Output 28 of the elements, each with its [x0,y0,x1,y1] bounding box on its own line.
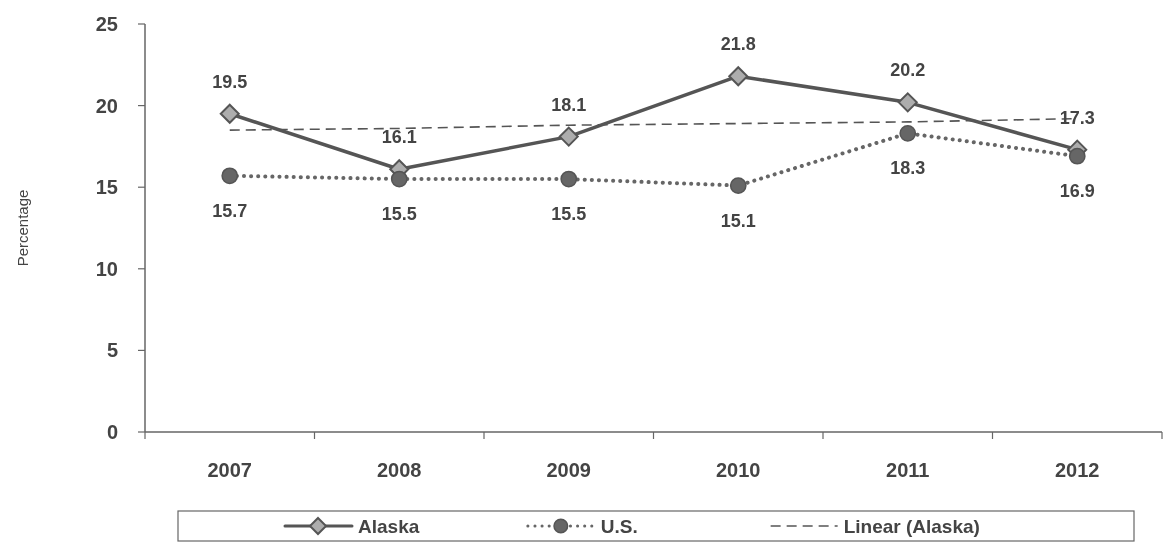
data-label: 16.1 [381,127,417,148]
data-label: 15.1 [720,210,756,231]
x-tick-label: 2010 [716,459,761,481]
x-tick-label: 2007 [207,459,252,481]
x-tick-label: 2008 [377,459,422,481]
legend-label: Alaska [358,515,420,537]
y-tick-label: 20 [95,94,118,117]
data-label: 15.7 [212,200,248,221]
data-label: 17.3 [1059,107,1095,128]
data-label: 21.8 [720,34,756,55]
y-tick-label: 5 [106,339,118,362]
data-label: 15.5 [381,204,417,225]
data-label: 18.3 [890,158,926,179]
y-axis-title: Percentage [14,189,31,267]
y-tick-label: 25 [95,13,118,35]
x-tick-label: 2009 [546,459,591,481]
legend-label: U.S. [600,515,638,537]
x-tick-label: 2011 [886,459,930,481]
y-tick-label: 15 [95,176,118,199]
data-label: 18.1 [551,94,587,115]
y-tick-label: 0 [106,421,118,443]
legend-label: Linear (Alaska) [843,515,980,537]
data-label: 16.9 [1059,181,1095,202]
data-label: 20.2 [890,60,926,81]
data-label: 15.5 [551,204,587,225]
x-tick-label: 2012 [1055,459,1100,481]
data-label: 19.5 [212,71,248,92]
y-tick-label: 10 [95,257,118,280]
